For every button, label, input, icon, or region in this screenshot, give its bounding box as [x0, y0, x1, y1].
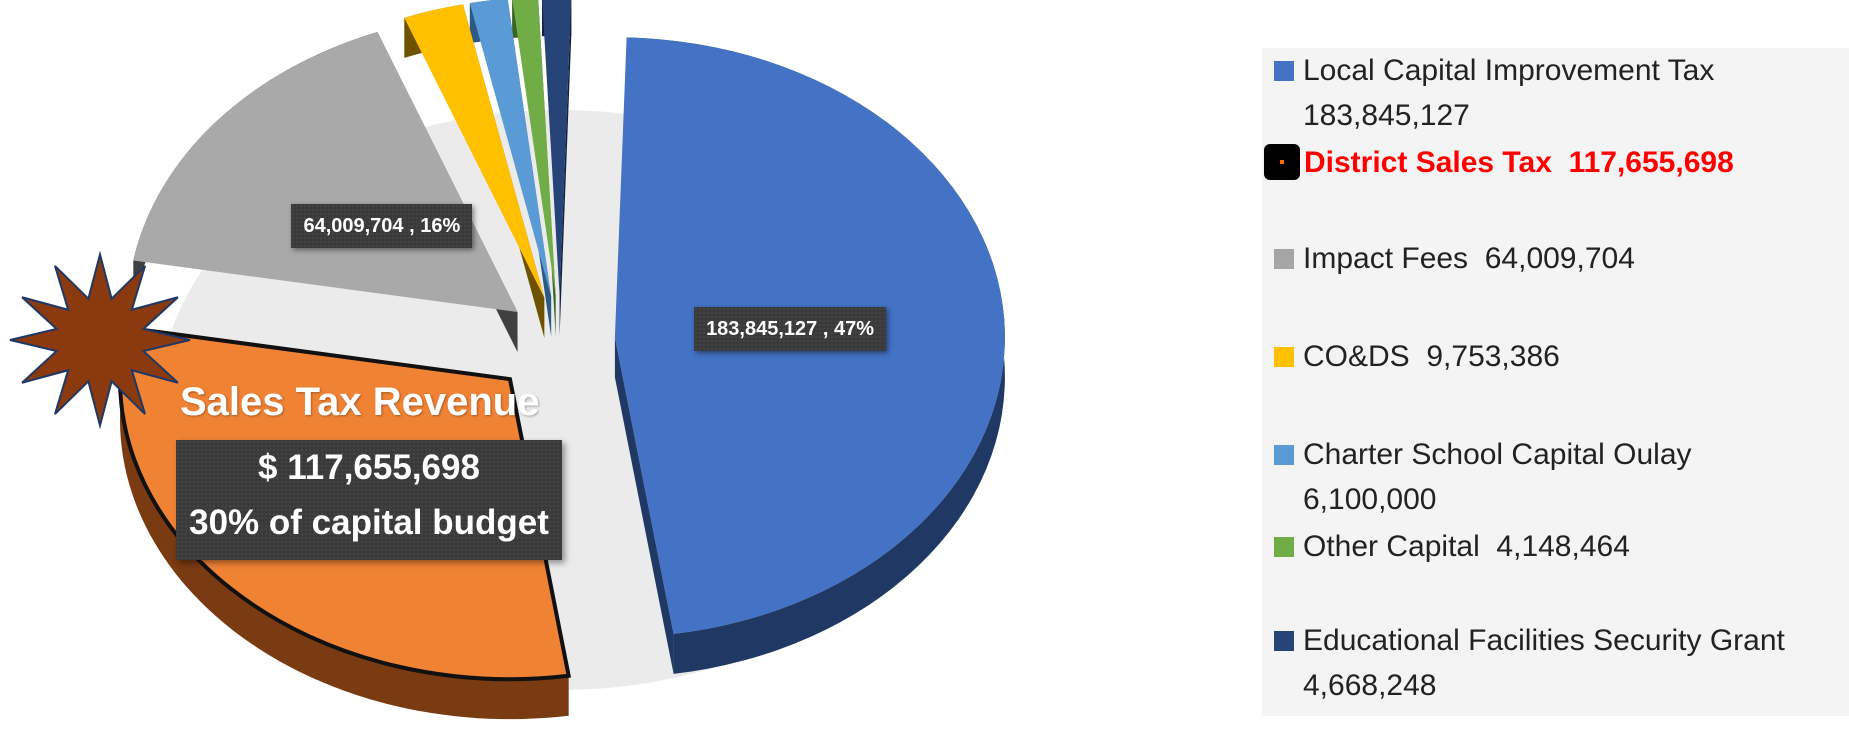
pie-slice [404, 4, 545, 298]
pie-slice-wall [559, 0, 572, 337]
legend-swatch [1274, 631, 1294, 651]
legend-swatch [1264, 144, 1300, 180]
legend-item: CO&DS 9,753,386 [1274, 334, 1844, 379]
legend-swatch [1274, 347, 1294, 367]
pie-chart [9, 0, 1005, 720]
legend-swatch [1274, 249, 1294, 269]
starburst-icon [9, 250, 191, 430]
chart-legend: Local Capital Improvement Tax 183,845,127… [1262, 48, 1849, 716]
pie-data-label: 183,845,127 , 47% [694, 307, 886, 352]
legend-label: Impact Fees [1303, 242, 1485, 275]
pie-slice-wall [614, 337, 674, 674]
legend-value: 183,845,127 [1303, 99, 1470, 132]
legend-item: Local Capital Improvement Tax 183,845,127 [1274, 48, 1844, 138]
legend-label: Local Capital Improvement Tax [1303, 54, 1715, 87]
legend-label: Other Capital [1303, 530, 1497, 563]
legend-label: Educational Facilities Security Grant [1303, 624, 1785, 657]
legend-swatch [1274, 61, 1294, 81]
legend-label: CO&DS [1303, 340, 1427, 373]
legend-item: Educational Facilities Security Grant 4,6… [1274, 618, 1844, 708]
callout-title: Sales Tax Revenue [180, 380, 540, 424]
legend-item: Charter School Capital Oulay 6,100,000 [1274, 432, 1844, 522]
legend-value: 6,100,000 [1303, 483, 1437, 516]
legend-value: 64,009,704 [1484, 242, 1635, 275]
legend-swatch [1274, 537, 1294, 557]
pie-slice [512, 0, 556, 297]
legend-label: District Sales Tax [1304, 146, 1569, 179]
legend-item: District Sales Tax 117,655,698 [1264, 140, 1844, 185]
legend-value: 4,148,464 [1496, 530, 1630, 563]
callout-amount: $ 117,655,698 [258, 448, 480, 487]
legend-value: 117,655,698 [1568, 146, 1734, 179]
legend-value: 4,668,248 [1303, 669, 1437, 702]
legend-label: Charter School Capital Oulay [1303, 438, 1692, 471]
legend-value: 9,753,386 [1426, 340, 1560, 373]
callout-percent: 30% of capital budget [189, 503, 549, 542]
pie-data-label: 64,009,704 , 16% [291, 204, 473, 249]
pie-slice-side [119, 327, 569, 720]
legend-item: Impact Fees 64,009,704 [1274, 236, 1844, 281]
pie-slice [469, 0, 552, 297]
legend-swatch [1274, 445, 1294, 465]
pie-slice [542, 0, 572, 297]
callout-box: $ 117,655,698 30% of capital budget [176, 440, 562, 560]
legend-item: Other Capital 4,148,464 [1274, 524, 1844, 569]
